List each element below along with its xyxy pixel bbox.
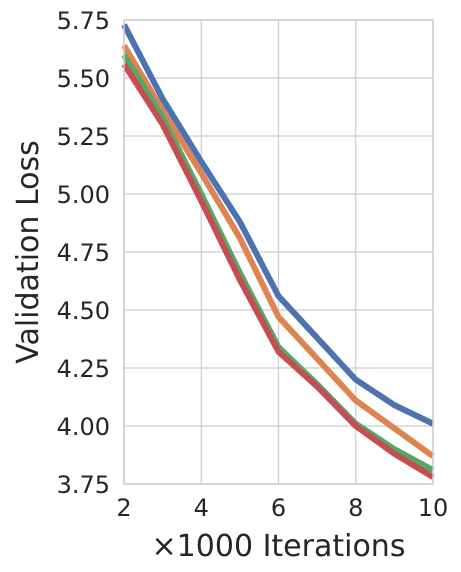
grid — [123, 19, 434, 485]
y-tick-label: 4.25 — [57, 355, 110, 383]
y-tick-label: 4.50 — [57, 297, 110, 325]
x-tick-label: 6 — [271, 494, 286, 522]
y-tick-label: 4.75 — [57, 239, 110, 267]
tick-labels: 2 4 6 8 10 3.75 4.00 4.25 4.50 4.75 5.00 5.25 5.50 5.… — [57, 7, 449, 522]
y-tick-label: 5.50 — [57, 65, 110, 93]
y-tick-label: 5.00 — [57, 181, 110, 209]
series-lines — [121, 23, 435, 480]
x-tick-label: 8 — [348, 494, 363, 522]
y-axis-label: Validation Loss — [11, 140, 46, 363]
plot-frame — [123, 19, 434, 485]
x-tick-label: 2 — [116, 494, 131, 522]
series-line-4 — [121, 62, 435, 480]
x-axis-label: ×1000 Iterations — [152, 529, 406, 564]
x-tick-label: 4 — [194, 494, 209, 522]
y-tick-label: 5.25 — [57, 123, 110, 151]
y-tick-label: 3.75 — [57, 471, 110, 499]
series-line-1 — [121, 23, 435, 427]
series-line-2 — [121, 43, 435, 459]
y-tick-label: 4.00 — [57, 413, 110, 441]
y-tick-label: 5.75 — [57, 7, 110, 35]
x-tick-label: 10 — [418, 494, 449, 522]
